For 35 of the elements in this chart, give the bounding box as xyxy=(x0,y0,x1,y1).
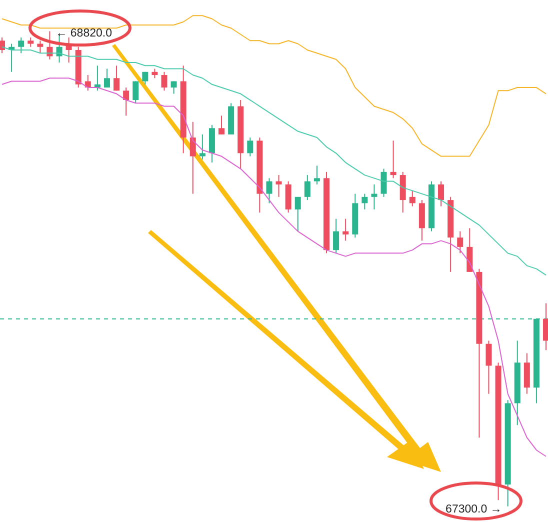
candlestick xyxy=(486,340,492,394)
candlestick xyxy=(342,218,349,242)
candlestick xyxy=(362,193,368,210)
candlestick xyxy=(190,121,196,194)
candlestick xyxy=(266,178,272,204)
candlestick xyxy=(543,302,548,351)
candlestick xyxy=(170,80,177,94)
candlestick xyxy=(199,134,206,160)
candlestick xyxy=(438,180,444,207)
candlestick xyxy=(104,68,110,88)
candlestick xyxy=(294,196,301,232)
candlestick xyxy=(37,40,44,54)
annotation: 67300.0 → xyxy=(446,503,502,516)
candlestick xyxy=(161,71,168,92)
candlestick xyxy=(276,174,282,198)
candlestick xyxy=(218,115,225,135)
candlestick xyxy=(0,37,5,54)
candlestick xyxy=(409,190,416,207)
candlestick xyxy=(314,165,320,185)
annotation: ← 68820.0 xyxy=(56,27,112,40)
candlestick xyxy=(132,80,139,104)
candlestick xyxy=(247,137,254,157)
candlestick xyxy=(114,65,120,92)
candlestick xyxy=(28,37,34,48)
candlestick xyxy=(457,230,464,254)
candlestick xyxy=(371,184,378,210)
candlestick xyxy=(123,87,130,116)
candlestick xyxy=(18,37,24,54)
candlestick xyxy=(46,30,53,60)
candlestick xyxy=(304,174,310,201)
candlestick xyxy=(142,71,148,85)
candlestick xyxy=(152,68,158,79)
candlestick xyxy=(390,140,396,179)
candlestick xyxy=(380,168,387,198)
candlestick xyxy=(333,218,340,254)
